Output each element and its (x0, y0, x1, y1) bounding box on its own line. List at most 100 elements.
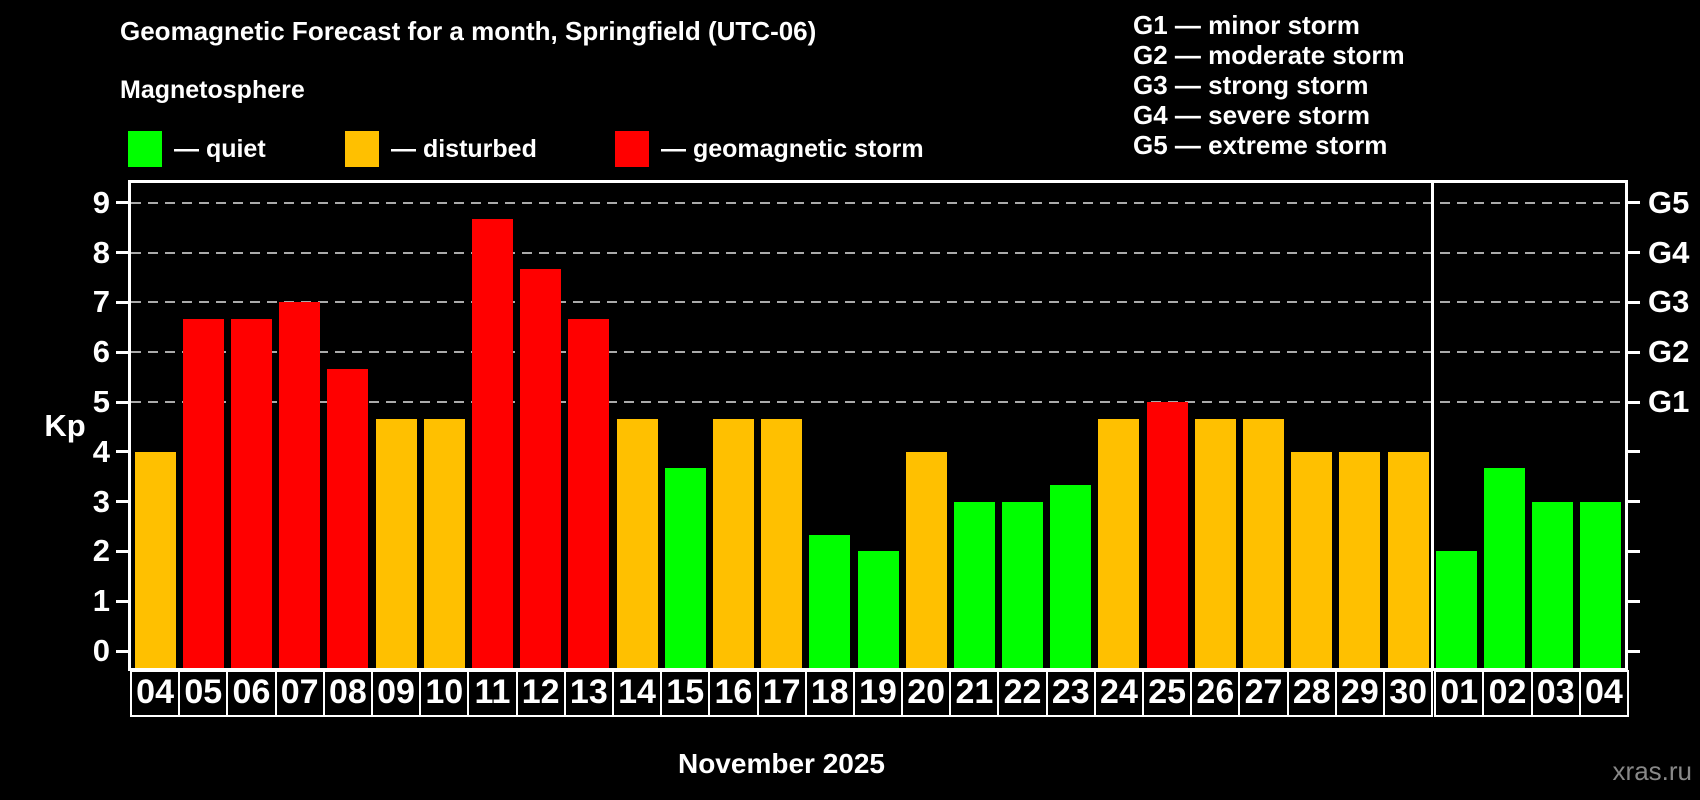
month-boundary-line (1430, 183, 1434, 668)
kp-bar (809, 535, 851, 668)
kp-bar (279, 302, 321, 668)
kp-bar (1532, 501, 1574, 668)
g-legend-line: G2 — moderate storm (1133, 40, 1405, 70)
y-axis-label: 5 (92, 384, 110, 419)
y-axis-tick-left (116, 649, 128, 653)
kp-bar (1484, 468, 1526, 668)
y-axis-tick-left (116, 450, 128, 454)
kp-bar (761, 418, 803, 668)
day-cell: 08 (322, 670, 373, 717)
y-axis-label: 1 (92, 583, 110, 619)
y-axis-label: 0 (92, 633, 110, 668)
day-cell: 22 (997, 670, 1048, 717)
gridline-kp-6 (131, 351, 1625, 354)
y-axis-tick-left (116, 350, 128, 354)
kp-bar (1098, 418, 1140, 668)
g-axis-label: G4 (1648, 234, 1690, 270)
day-cell: 09 (370, 670, 422, 717)
y-axis-label: 4 (92, 433, 110, 469)
day-cell: 12 (515, 670, 566, 717)
day-cell: 24 (1093, 670, 1145, 717)
x-axis-title: November 2025 (677, 748, 885, 779)
g-axis-label: G5 (1648, 184, 1690, 220)
day-cell: 06 (226, 670, 277, 717)
legend-label: — quiet (174, 134, 266, 163)
y-axis-tick-left (116, 599, 128, 603)
y-axis-tick-left (116, 251, 128, 255)
g-axis-label: G1 (1648, 384, 1690, 419)
kp-bar (182, 318, 224, 668)
day-cell: 27 (1238, 670, 1289, 717)
day-cell: 19 (852, 670, 904, 717)
kp-bar (1050, 485, 1092, 668)
day-cell: 15 (660, 670, 711, 717)
y-axis-tick-right (1628, 350, 1640, 354)
day-cell: 17 (756, 670, 807, 717)
day-cell: 01 (1434, 670, 1485, 717)
g-axis-label: G2 (1648, 334, 1690, 370)
kp-bar (134, 451, 176, 668)
gridline-kp-7 (131, 301, 1625, 304)
day-cell: 11 (467, 670, 518, 717)
gridline-kp-8 (131, 251, 1625, 254)
kp-bar (1243, 418, 1285, 668)
day-cell: 30 (1383, 670, 1434, 717)
legend-label: — geomagnetic storm (661, 134, 924, 163)
day-cell: 10 (419, 670, 470, 717)
kp-bar (423, 418, 465, 668)
g-legend-line: G3 — strong storm (1133, 70, 1369, 100)
y-axis-tick-left (116, 400, 128, 404)
kp-bar (1339, 451, 1381, 668)
legend-swatch-disturbed-icon (345, 131, 379, 167)
y-axis-tick-right (1628, 450, 1640, 454)
kp-bar (1002, 501, 1044, 668)
y-axis-label: 2 (92, 533, 110, 569)
gridline-kp-9 (131, 201, 1625, 204)
kp-bar (1194, 418, 1236, 668)
kp-bar (471, 219, 513, 668)
kp-bar (568, 318, 610, 668)
day-cell: 29 (1334, 670, 1386, 717)
legend-label: — disturbed (391, 134, 537, 163)
kp-bar (953, 501, 995, 668)
day-cell: 07 (274, 670, 325, 717)
day-cell: 03 (1530, 670, 1581, 717)
chart-title: Geomagnetic Forecast for a month, Spring… (120, 16, 817, 46)
y-axis-label: 9 (92, 184, 110, 220)
day-cell: 18 (804, 670, 855, 717)
kp-bar (1387, 451, 1429, 668)
y-axis-tick-left (116, 201, 128, 205)
legend-item-quiet: — quiet (128, 130, 266, 168)
g-legend-line: G4 — severe storm (1133, 100, 1371, 130)
g-legend-line: G1 — minor storm (1133, 10, 1360, 40)
gridline-kp-5 (131, 401, 1625, 403)
kp-bar (1146, 402, 1188, 668)
y-axis-tick-right (1628, 649, 1640, 653)
day-cell: 04 (130, 670, 181, 717)
kp-bar (712, 418, 754, 668)
y-axis-tick-right (1628, 201, 1640, 205)
y-axis-label: 7 (92, 284, 110, 320)
day-cell: 28 (1286, 670, 1337, 717)
y-axis-tick-right (1628, 400, 1640, 404)
kp-bar (520, 269, 562, 668)
kp-bar (1291, 451, 1333, 668)
g-scale-legend: G1 — minor storm G2 — moderate storm G3 — … (1133, 10, 1405, 160)
day-cell: 23 (1045, 670, 1096, 717)
kp-bar (616, 418, 658, 668)
y-axis-tick-left (116, 300, 128, 304)
y-axis-label: 8 (92, 234, 110, 270)
y-axis-title: Kp (44, 408, 86, 443)
y-axis-tick-right (1628, 300, 1640, 304)
day-cell: 05 (178, 670, 229, 717)
y-axis-tick-right (1628, 599, 1640, 603)
day-cell: 26 (1190, 670, 1241, 717)
g-legend-line: G5 — extreme storm (1133, 130, 1388, 160)
day-cell: 14 (611, 670, 663, 717)
day-cell: 20 (901, 670, 952, 717)
kp-bar (375, 418, 417, 668)
y-axis-tick-right (1628, 251, 1640, 255)
y-axis-label: 6 (92, 334, 110, 370)
legend-item-disturbed: — disturbed (345, 130, 537, 168)
